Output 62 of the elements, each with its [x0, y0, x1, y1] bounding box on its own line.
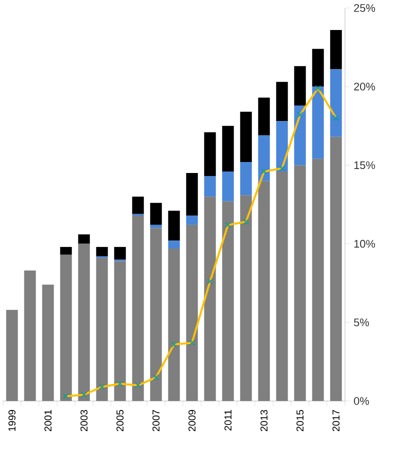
bar [240, 195, 252, 401]
bar [204, 176, 216, 197]
bar [168, 240, 180, 249]
x-tick-label: 2017 [332, 410, 340, 432]
x-tick-label: 2001 [44, 410, 52, 432]
bar [330, 30, 342, 70]
bar [204, 132, 216, 176]
bar [78, 244, 90, 401]
y-tick-label: 5% [354, 318, 369, 326]
bar [240, 162, 252, 196]
bar [294, 165, 306, 401]
bar [114, 261, 126, 401]
y-tick-label: 15% [354, 161, 376, 170]
bar [294, 66, 306, 106]
y-tick-label: 0% [354, 397, 369, 405]
x-tick-label: 2009 [188, 410, 196, 432]
x-tick-label: 1999 [8, 410, 16, 431]
bar [42, 284, 54, 401]
x-tick-label: 2003 [80, 410, 88, 432]
bar [186, 224, 198, 401]
bar [132, 196, 144, 214]
bar [258, 180, 270, 401]
x-tick-label: 2015 [296, 410, 304, 432]
bar [258, 98, 270, 136]
bar [186, 173, 198, 216]
x-tick-label: 2011 [224, 410, 232, 430]
x-tick-label: 2013 [260, 410, 268, 432]
bar [276, 82, 288, 122]
bar [168, 248, 180, 401]
bar [150, 224, 162, 228]
x-tick-label: 2007 [152, 410, 160, 432]
bar [330, 136, 342, 401]
bar [276, 171, 288, 401]
bar [312, 48, 324, 87]
bar [114, 246, 126, 260]
bar [78, 234, 90, 244]
bar [240, 112, 252, 162]
bar [222, 201, 234, 401]
bar [6, 310, 18, 401]
bar [222, 171, 234, 202]
bar [150, 228, 162, 401]
bar [312, 158, 324, 401]
bar [312, 86, 324, 159]
bar [24, 270, 36, 401]
bar [96, 246, 108, 256]
bar [60, 254, 72, 401]
bar [150, 202, 162, 225]
bar [222, 126, 234, 172]
bar [132, 216, 144, 401]
bar [276, 121, 288, 172]
bar [258, 135, 270, 181]
y-tick-label: 25% [354, 4, 376, 12]
y-tick-label: 20% [354, 82, 376, 90]
bar [294, 105, 306, 166]
bar [204, 196, 216, 401]
bar [168, 210, 180, 241]
bar [330, 69, 342, 137]
bar [96, 258, 108, 401]
bar [60, 246, 72, 255]
y-tick-label: 10% [354, 240, 376, 248]
x-tick-label: 2005 [116, 410, 124, 432]
bar [186, 216, 198, 225]
